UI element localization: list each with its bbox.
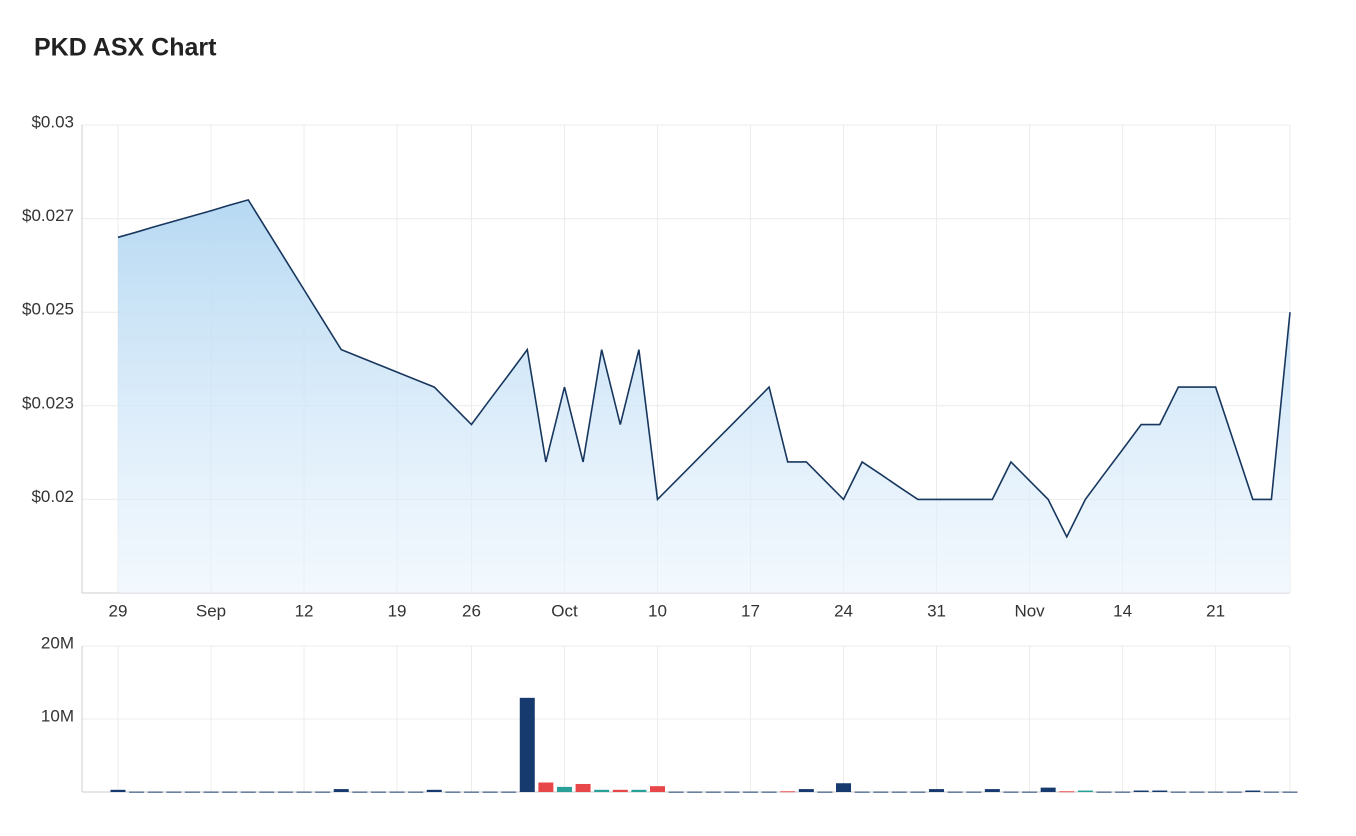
x-tick-label: 21 [1206, 601, 1225, 620]
volume-bar [891, 791, 907, 793]
volume-bar [724, 791, 740, 793]
volume-bar [929, 789, 945, 792]
volume-bar [966, 791, 982, 793]
volume-bar [389, 791, 405, 793]
y-tick-label: $0.02 [31, 487, 74, 506]
volume-bar [947, 791, 963, 793]
volume-bar [1022, 791, 1038, 793]
x-tick-label: 12 [295, 601, 314, 620]
x-tick-label: Sep [196, 601, 226, 620]
volume-bar [408, 791, 424, 793]
volume-bar [259, 791, 275, 793]
volume-bar [1226, 791, 1242, 793]
volume-bar [538, 782, 554, 792]
x-tick-label: Nov [1014, 601, 1045, 620]
volume-bar [1096, 791, 1112, 793]
y-tick-label: $0.025 [22, 300, 74, 319]
volume-bar [1170, 791, 1186, 793]
volume-bar [147, 791, 163, 793]
volume-bar [240, 791, 256, 793]
volume-bar [649, 786, 665, 792]
volume-bar [277, 791, 293, 793]
chart-title: PKD ASX Chart [34, 34, 217, 62]
x-tick-label: 24 [834, 601, 853, 620]
x-tick-label: 26 [462, 601, 481, 620]
volume-bar [184, 791, 200, 793]
volume-bar [1208, 791, 1224, 793]
volume-bar [1115, 791, 1131, 793]
volume-bar [1245, 790, 1261, 792]
volume-bar [1040, 787, 1056, 792]
volume-bar [761, 791, 777, 793]
volume-bar [1059, 791, 1075, 793]
volume-bar [668, 791, 684, 793]
volume-bar [910, 791, 926, 793]
x-tick-label: 19 [388, 601, 407, 620]
volume-bar [575, 783, 591, 792]
volume-bar [222, 791, 238, 793]
volume-bar [854, 791, 870, 793]
volume-bar [426, 789, 442, 792]
volume-bar [687, 791, 703, 793]
x-tick-label: 17 [741, 601, 760, 620]
x-tick-label: 31 [927, 601, 946, 620]
volume-bar [1003, 791, 1019, 793]
volume-bar [370, 791, 386, 793]
volume-bar [203, 791, 219, 793]
volume-bar [166, 791, 182, 793]
volume-bar [984, 789, 1000, 792]
y-tick-label: $0.03 [31, 112, 74, 131]
area [118, 199, 1290, 593]
y-tick-label: $0.027 [22, 206, 74, 225]
volume-bar [352, 791, 368, 793]
volume-bar [1189, 791, 1205, 793]
volume-bar [743, 791, 759, 793]
volume-bar [780, 791, 796, 793]
y-tick-label: 20M [41, 633, 74, 652]
volume-bar [501, 791, 517, 793]
volume-bar [836, 783, 852, 792]
volume-bar [594, 789, 610, 792]
volume-bar [482, 791, 498, 793]
volume-bar [1077, 790, 1093, 792]
x-tick-label: 14 [1113, 601, 1132, 620]
volume-bar [129, 791, 145, 793]
volume-bar [333, 789, 349, 792]
price-line [117, 198, 1291, 539]
volume-bar [612, 789, 628, 792]
volume-bar [556, 786, 572, 792]
volume-bar [817, 791, 833, 793]
x-tick-label: Oct [551, 601, 578, 620]
volume-bar [1133, 790, 1149, 792]
volume-bar [1263, 791, 1279, 793]
x-tick-label: 10 [648, 601, 667, 620]
volume-bar [1152, 790, 1168, 792]
volume-bar [315, 791, 331, 793]
volume-bar [445, 791, 461, 793]
volume-bar [110, 789, 126, 792]
volume-bar [798, 789, 814, 792]
volume-bar [705, 791, 721, 793]
volume-bar [463, 791, 479, 793]
y-tick-label: 10M [41, 706, 74, 725]
volume-bar [631, 789, 647, 792]
volume-bar [1282, 791, 1298, 793]
volume-bar [296, 791, 312, 793]
volume-bar [873, 791, 889, 793]
volume-bar [519, 697, 535, 792]
y-tick-label: $0.023 [22, 393, 74, 412]
x-tick-label: 29 [109, 601, 128, 620]
